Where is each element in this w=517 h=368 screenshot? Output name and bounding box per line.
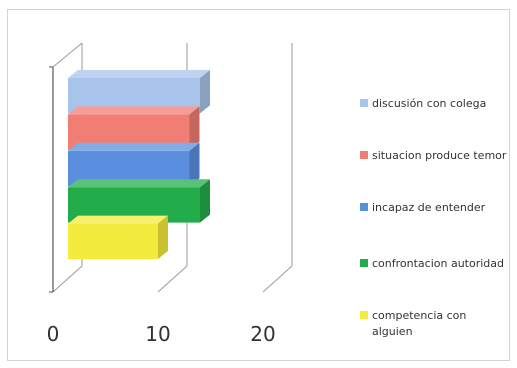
legend-entry-1: situacion produce temor (360, 148, 510, 164)
bar-side-2 (189, 142, 200, 187)
legend-entry-3: confrontacion autoridad (360, 256, 510, 272)
top-edge-line (52, 42, 83, 68)
legend-label-3: confrontacion autoridad (372, 257, 504, 270)
x-tick-label-0: 0 (47, 322, 60, 346)
legend-swatch-3 (360, 259, 368, 267)
bar-side-3 (200, 179, 210, 223)
legend-entry-2: incapaz de entender (360, 200, 510, 216)
legend-entry-0: discusión con colega (360, 96, 510, 112)
bar-top-2 (68, 142, 200, 151)
bar-front-4 (68, 223, 158, 259)
x-tick-label-2: 20 (250, 322, 275, 346)
chart-frame: 0 10 20 discusión con colega situacion prod… (7, 9, 510, 361)
bar-top-0 (68, 70, 210, 78)
legend-label-4: competencia con alguien (372, 309, 467, 338)
gridline-floor-1 (157, 265, 188, 293)
bar-top-1 (68, 106, 200, 115)
bar-side-0 (200, 70, 210, 114)
legend-swatch-1 (360, 151, 368, 159)
x-axis-tick-labels: 0 10 20 (47, 322, 276, 346)
bar-top-3 (68, 179, 210, 188)
gridline-floor-0 (52, 265, 83, 293)
x-tick-label-1: 10 (145, 322, 170, 346)
legend-label-0: discusión con colega (372, 97, 487, 110)
legend-entry-4: competencia con alguien (360, 308, 510, 340)
bar-side-4 (158, 215, 168, 259)
legend-swatch-0 (360, 99, 368, 107)
bar-side-1 (189, 106, 200, 150)
legend-swatch-2 (360, 203, 368, 211)
legend-swatch-4 (360, 311, 368, 319)
legend-label-1: situacion produce temor (372, 149, 507, 162)
bars (68, 70, 210, 259)
bar-top-4 (68, 215, 168, 224)
legend-label-2: incapaz de entender (372, 201, 486, 214)
bar-chart-plot: 0 10 20 (47, 42, 293, 346)
bar-4 (68, 215, 168, 259)
gridline-floor-2 (262, 265, 293, 293)
